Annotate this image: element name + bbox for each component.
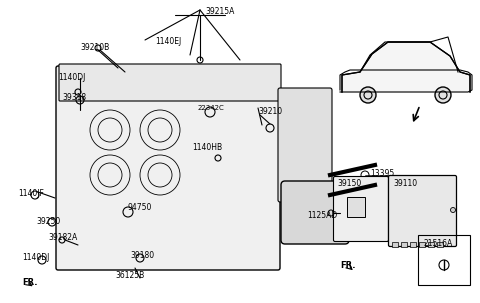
Text: 39210: 39210 xyxy=(258,108,282,116)
Circle shape xyxy=(360,87,376,103)
Text: 21516A: 21516A xyxy=(423,238,452,248)
Text: 39180: 39180 xyxy=(130,251,154,261)
Text: 39250: 39250 xyxy=(36,218,60,227)
FancyBboxPatch shape xyxy=(334,177,388,241)
Text: 1140HB: 1140HB xyxy=(192,144,222,152)
Text: 94750: 94750 xyxy=(128,204,152,212)
Text: 39150: 39150 xyxy=(337,178,361,188)
Bar xyxy=(428,242,434,247)
Bar xyxy=(437,242,443,247)
Text: 22342C: 22342C xyxy=(198,105,225,111)
Text: 39318: 39318 xyxy=(62,94,86,102)
Text: 1140EJ: 1140EJ xyxy=(155,38,181,46)
FancyBboxPatch shape xyxy=(59,64,281,101)
Bar xyxy=(347,197,365,217)
Text: 1125AD: 1125AD xyxy=(307,211,337,219)
Text: 39182A: 39182A xyxy=(48,234,77,242)
Bar xyxy=(392,242,398,247)
Circle shape xyxy=(435,87,451,103)
FancyBboxPatch shape xyxy=(278,88,332,202)
Text: 39110: 39110 xyxy=(393,178,417,188)
Bar xyxy=(418,235,470,285)
FancyBboxPatch shape xyxy=(388,175,456,247)
Text: 36125B: 36125B xyxy=(115,271,144,279)
Text: 39215A: 39215A xyxy=(205,8,234,16)
Bar xyxy=(401,242,407,247)
Text: 13395: 13395 xyxy=(370,168,394,178)
Text: 1140DJ: 1140DJ xyxy=(58,74,85,82)
Polygon shape xyxy=(342,42,470,92)
FancyBboxPatch shape xyxy=(56,66,280,270)
Circle shape xyxy=(451,208,456,212)
Text: 1140JF: 1140JF xyxy=(18,188,44,198)
Text: 39210B: 39210B xyxy=(80,44,109,52)
Bar xyxy=(419,242,425,247)
Text: FR.: FR. xyxy=(22,278,37,287)
Bar xyxy=(410,242,416,247)
Text: FR.: FR. xyxy=(340,261,356,270)
Text: 1140DJ: 1140DJ xyxy=(22,254,49,262)
FancyBboxPatch shape xyxy=(281,181,349,244)
